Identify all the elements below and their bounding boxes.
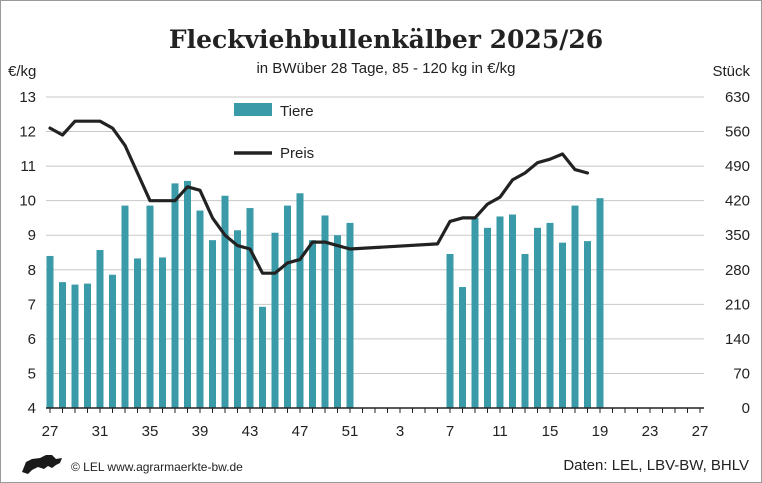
x-tick-label: 15 bbox=[542, 423, 559, 440]
x-tick-label: 23 bbox=[642, 423, 659, 440]
bar-tiere bbox=[121, 205, 129, 408]
y-right-tick-label: 630 bbox=[725, 89, 750, 106]
y-right-tick-label: 560 bbox=[725, 124, 750, 141]
x-tick-label: 11 bbox=[492, 423, 508, 440]
bar-tiere bbox=[571, 205, 579, 408]
bar-tiere bbox=[96, 250, 104, 408]
y-right-tick-label: 420 bbox=[725, 193, 750, 210]
bar-tiere bbox=[559, 242, 566, 408]
y-left-tick-label: 5 bbox=[28, 365, 36, 382]
bar-tiere bbox=[259, 306, 266, 408]
x-tick-label: 47 bbox=[292, 423, 309, 440]
x-tick-label: 51 bbox=[342, 423, 359, 440]
legend-label-preis: Preis bbox=[280, 145, 314, 162]
bar-tiere bbox=[221, 195, 229, 408]
bar-tiere bbox=[146, 205, 154, 408]
bar-tiere bbox=[171, 183, 179, 408]
bar-tiere bbox=[84, 283, 91, 408]
y-right-tick-label: 280 bbox=[725, 262, 750, 279]
x-tick-label: 19 bbox=[592, 423, 609, 440]
bar-tiere bbox=[584, 241, 591, 408]
x-tick-label: 35 bbox=[142, 423, 159, 440]
x-tick-label: 39 bbox=[192, 423, 209, 440]
bar-tiere bbox=[271, 232, 279, 408]
x-tick-label: 43 bbox=[242, 423, 259, 440]
legend-label-tiere: Tiere bbox=[280, 103, 314, 120]
bar-tiere bbox=[321, 215, 329, 408]
y-left-tick-label: 4 bbox=[28, 400, 36, 417]
bar-tiere bbox=[596, 198, 604, 408]
y-left-tick-label: 13 bbox=[19, 89, 36, 106]
bar-tiere bbox=[234, 230, 241, 408]
bar-tiere bbox=[159, 257, 166, 408]
bar-tiere bbox=[471, 217, 479, 408]
bar-tiere bbox=[196, 210, 204, 408]
bar-tiere bbox=[534, 227, 541, 408]
bar-tiere bbox=[46, 255, 54, 408]
y-left-tick-label: 8 bbox=[28, 262, 36, 279]
y-left-tick-label: 12 bbox=[19, 124, 36, 141]
bar-tiere bbox=[109, 274, 116, 408]
x-tick-label: 27 bbox=[42, 423, 59, 440]
bar-tiere bbox=[134, 258, 141, 408]
chart-title: Fleckviehbullenkälber 2025/26 bbox=[169, 25, 603, 54]
line-preis bbox=[48, 119, 590, 275]
y-left-tick-label: 6 bbox=[28, 331, 36, 348]
bar-tiere bbox=[284, 205, 291, 408]
footer-source: Daten: LEL, LBV-BW, BHLV bbox=[563, 457, 749, 474]
legend-swatch-tiere bbox=[234, 103, 272, 116]
x-tick-label: 27 bbox=[692, 423, 709, 440]
x-tick-label: 3 bbox=[396, 423, 404, 440]
bar-tiere bbox=[496, 216, 504, 408]
bar-tiere bbox=[209, 240, 216, 408]
bar-tiere bbox=[484, 227, 491, 408]
bar-tiere bbox=[246, 208, 254, 408]
y-left-unit: €/kg bbox=[8, 63, 36, 80]
y-right-tick-label: 0 bbox=[742, 400, 750, 417]
y-right-tick-label: 490 bbox=[725, 158, 750, 175]
y-right-tick-label: 140 bbox=[725, 331, 750, 348]
x-tick-label: 31 bbox=[92, 423, 109, 440]
lion-logo-icon bbox=[22, 455, 62, 474]
bar-tiere bbox=[296, 193, 304, 408]
y-left-tick-label: 7 bbox=[28, 296, 36, 313]
bar-tiere bbox=[59, 282, 66, 408]
bar-tiere bbox=[309, 240, 316, 408]
y-right-tick-label: 210 bbox=[725, 296, 750, 313]
bar-tiere bbox=[509, 214, 516, 408]
x-tick-label: 7 bbox=[446, 423, 454, 440]
bar-tiere bbox=[446, 253, 454, 408]
bar-tiere bbox=[184, 180, 191, 408]
bar-tiere bbox=[346, 222, 354, 408]
y-right-unit: Stück bbox=[712, 63, 750, 80]
bar-tiere bbox=[459, 287, 466, 408]
bar-tiere bbox=[71, 284, 79, 408]
chart-subtitle: in BWüber 28 Tage, 85 - 120 kg in €/kg bbox=[256, 60, 515, 77]
y-left-tick-label: 9 bbox=[28, 227, 36, 244]
footer-copyright: © LEL www.agrarmaerkte-bw.de bbox=[71, 460, 243, 474]
y-right-tick-label: 70 bbox=[733, 365, 750, 382]
y-left-tick-label: 10 bbox=[19, 193, 36, 210]
bar-tiere bbox=[334, 235, 341, 408]
bar-tiere bbox=[546, 222, 554, 408]
y-right-tick-label: 350 bbox=[725, 227, 750, 244]
y-left-tick-label: 11 bbox=[20, 158, 36, 175]
bar-tiere bbox=[521, 253, 529, 408]
